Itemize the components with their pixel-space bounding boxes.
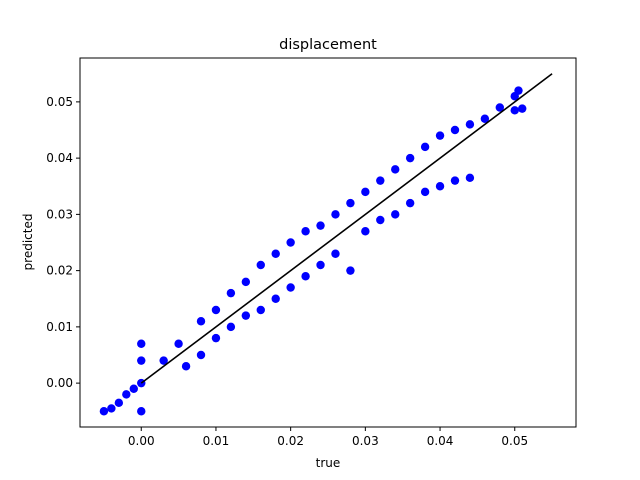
data-point: [376, 176, 385, 185]
data-point: [331, 210, 340, 219]
y-tick-label: 0.01: [46, 320, 73, 334]
data-point: [331, 249, 340, 258]
chart-title: displacement: [279, 37, 377, 53]
data-point: [196, 317, 206, 326]
data-point: [211, 333, 221, 343]
data-point: [256, 260, 265, 270]
data-point: [107, 404, 116, 413]
data-point: [361, 227, 370, 236]
data-point: [99, 407, 109, 416]
x-tick-label: 0.02: [277, 434, 304, 448]
data-point: [271, 294, 280, 303]
data-point: [376, 215, 385, 225]
data-point: [510, 106, 519, 115]
point-layer: [99, 86, 527, 416]
data-point: [346, 266, 355, 275]
data-point: [181, 362, 191, 371]
data-point: [435, 182, 445, 191]
data-point: [420, 187, 430, 197]
data-point: [405, 153, 415, 163]
data-point: [114, 398, 124, 408]
data-point: [256, 305, 265, 315]
x-axis: 0.00 0.01 0.02 0.03 0.04 0.05: [128, 427, 528, 448]
data-point: [465, 120, 475, 129]
data-point: [211, 305, 221, 315]
data-point: [514, 86, 523, 95]
data-point: [286, 238, 295, 247]
data-point: [271, 249, 280, 258]
data-point: [226, 322, 236, 332]
data-point: [435, 131, 445, 140]
y-tick-label: 0.02: [46, 264, 73, 278]
data-point: [391, 210, 400, 219]
x-tick-label: 0.00: [128, 434, 155, 448]
data-point: [465, 173, 475, 183]
data-point: [174, 339, 183, 348]
data-point: [316, 260, 325, 270]
data-point: [420, 142, 430, 152]
data-point: [286, 283, 295, 292]
data-point: [241, 277, 251, 287]
reference-line: [140, 73, 553, 384]
y-axis-label: predicted: [21, 214, 35, 271]
x-axis-label: true: [316, 456, 341, 470]
data-point: [495, 103, 505, 112]
data-point: [518, 104, 527, 113]
data-point: [450, 125, 460, 135]
data-point: [122, 390, 131, 399]
data-point: [301, 227, 310, 236]
x-tick-label: 0.05: [501, 434, 528, 448]
data-point: [196, 350, 206, 360]
y-tick-label: 0.04: [46, 151, 73, 165]
plot-frame: [79, 57, 577, 428]
x-tick-label: 0.04: [427, 434, 454, 448]
data-point: [226, 288, 236, 298]
data-point: [480, 114, 490, 123]
y-tick-label: 0.00: [46, 376, 73, 390]
data-point: [346, 198, 355, 208]
data-point: [137, 339, 146, 348]
x-tick-label: 0.01: [203, 434, 230, 448]
data-point: [316, 221, 325, 230]
data-point: [137, 356, 146, 365]
data-point: [137, 407, 146, 416]
y-tick-label: 0.05: [46, 95, 73, 109]
data-point: [361, 187, 370, 197]
data-point: [301, 272, 310, 281]
data-point: [391, 165, 400, 174]
y-axis: 0.00 0.01 0.02 0.03 0.04 0.05: [46, 95, 80, 390]
data-point: [450, 176, 460, 185]
y-tick-label: 0.03: [46, 207, 73, 221]
data-point: [159, 356, 168, 365]
data-point: [241, 311, 251, 320]
x-tick-label: 0.03: [352, 434, 379, 448]
data-point: [405, 198, 415, 208]
data-point: [129, 384, 138, 393]
